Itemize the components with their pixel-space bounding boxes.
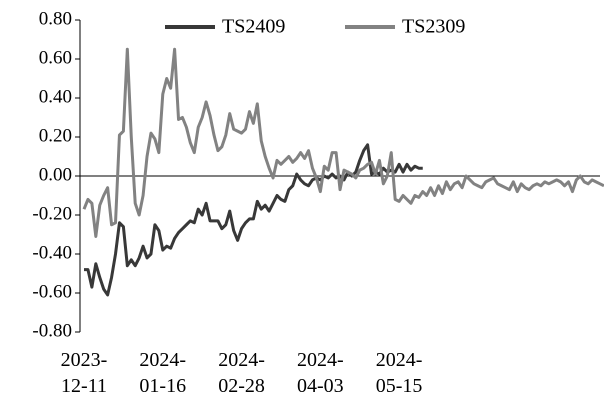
y-tick-label: 0.40 [39, 86, 72, 107]
y-tick-label: -0.80 [32, 320, 72, 341]
x-tick-label: 2024-04-03 [296, 349, 344, 397]
x-tick-label: 2024-01-16 [139, 349, 187, 397]
y-tick-label: 0.80 [39, 8, 72, 29]
y-tick-label: 0.60 [39, 47, 72, 68]
legend-label: TS2409 [222, 16, 285, 38]
y-tick-label: 0.00 [39, 164, 72, 185]
y-tick-label: -0.40 [32, 242, 72, 263]
series-line [84, 143, 423, 297]
x-tick-label: 2024-05-15 [375, 349, 423, 397]
series-line [82, 47, 604, 238]
legend-label: TS2309 [402, 16, 465, 38]
y-tick-label: 0.20 [39, 125, 72, 146]
y-tick-label: -0.20 [32, 203, 72, 224]
y-tick-label: -0.60 [32, 281, 72, 302]
x-tick-label: 2024-02-28 [218, 349, 265, 397]
x-tick-label: 2023-12-11 [60, 349, 108, 397]
